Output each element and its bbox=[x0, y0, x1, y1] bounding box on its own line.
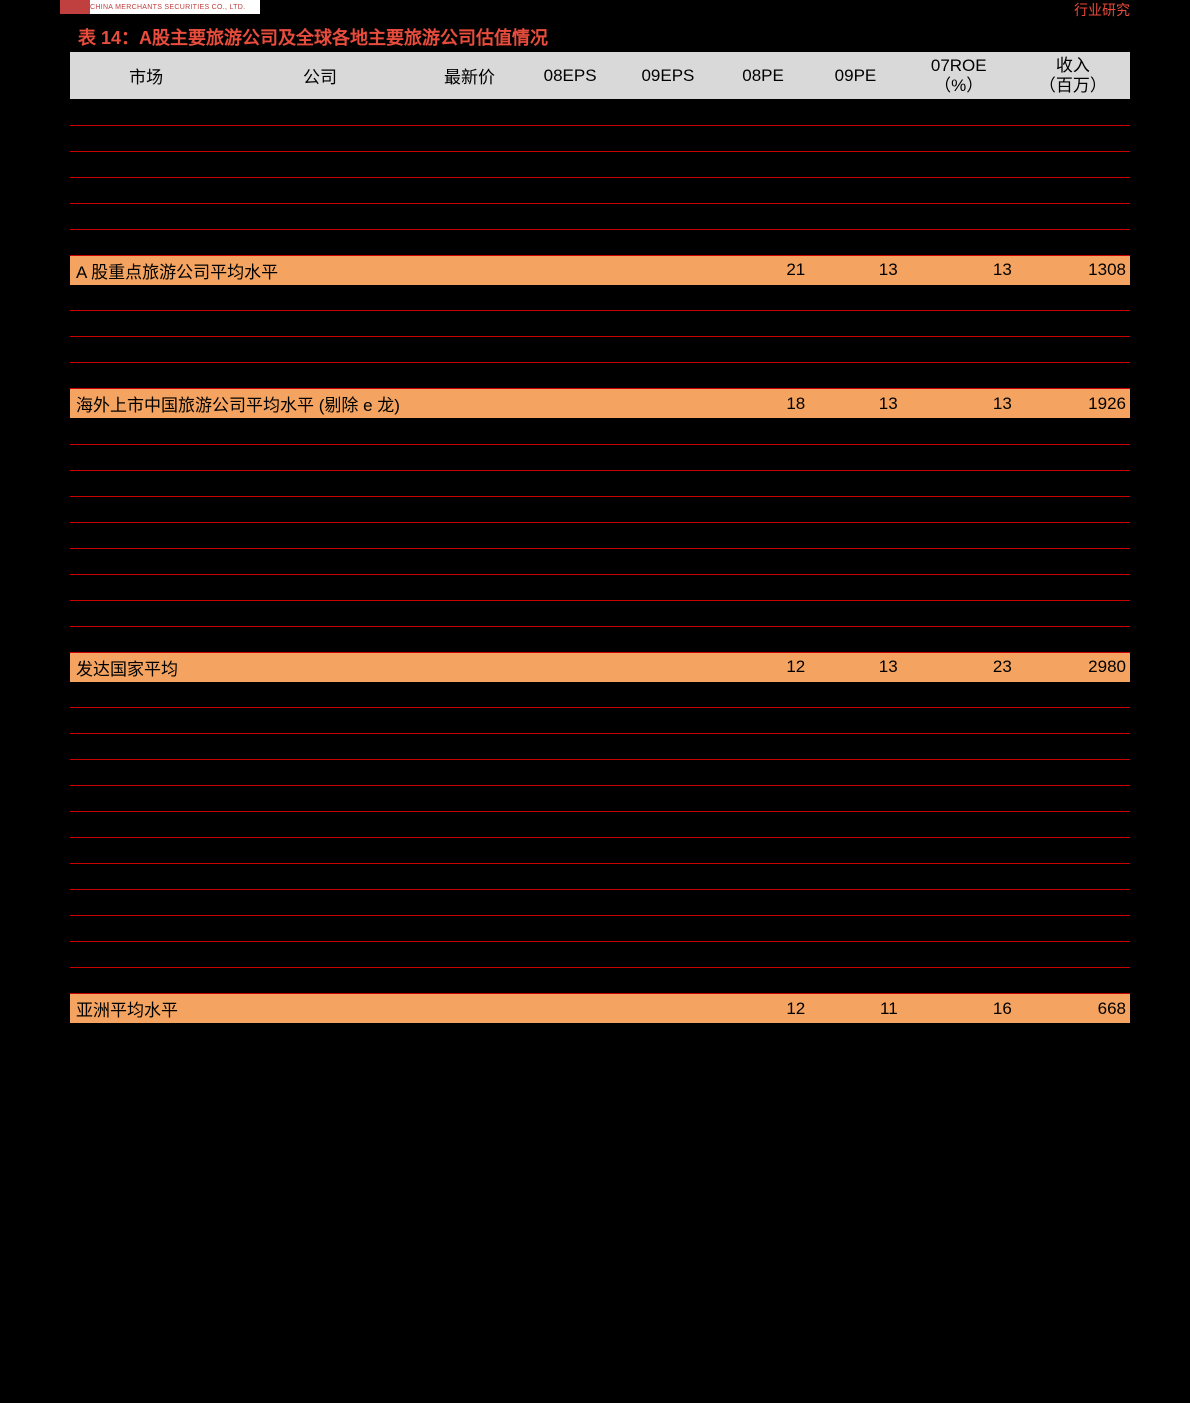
logo-subtitle: CHINA MERCHANTS SECURITIES CO., LTD. bbox=[90, 4, 245, 11]
header-band: CHINA MERCHANTS SECURITIES CO., LTD. 行业研… bbox=[0, 0, 1190, 18]
summary-value-pe08: 18 bbox=[717, 389, 809, 419]
table-row bbox=[70, 363, 1130, 389]
table-row bbox=[70, 229, 1130, 255]
summary-value-pe09: 13 bbox=[809, 652, 901, 682]
table-row bbox=[70, 600, 1130, 626]
table-row bbox=[70, 682, 1130, 708]
summary-value-pe09: 13 bbox=[809, 389, 901, 419]
table-row bbox=[70, 203, 1130, 229]
table-row bbox=[70, 444, 1130, 470]
summary-value-roe: 16 bbox=[902, 994, 1016, 1024]
summary-value-rev: 1926 bbox=[1016, 389, 1130, 419]
valuation-table: 市场 公司 最新价 08EPS 09EPS 08PE 09PE 07ROE （%… bbox=[70, 52, 1130, 1023]
table-row bbox=[70, 626, 1130, 652]
table-row bbox=[70, 574, 1130, 600]
col-eps09: 09EPS bbox=[619, 52, 717, 99]
table-row bbox=[70, 496, 1130, 522]
summary-label: A 股重点旅游公司平均水平 bbox=[70, 255, 717, 285]
table-row bbox=[70, 786, 1130, 812]
col-roe: 07ROE （%） bbox=[902, 52, 1016, 99]
table-row bbox=[70, 708, 1130, 734]
table-row bbox=[70, 99, 1130, 125]
company-logo: CHINA MERCHANTS SECURITIES CO., LTD. bbox=[60, 0, 260, 14]
table-row bbox=[70, 760, 1130, 786]
table-row bbox=[70, 177, 1130, 203]
doc-category: 行业研究 bbox=[1074, 0, 1130, 20]
summary-row: 海外上市中国旅游公司平均水平 (剔除 e 龙)1813131926 bbox=[70, 389, 1130, 419]
table-header-row: 市场 公司 最新价 08EPS 09EPS 08PE 09PE 07ROE （%… bbox=[70, 52, 1130, 99]
summary-value-pe08: 12 bbox=[717, 994, 809, 1024]
col-pe09: 09PE bbox=[809, 52, 901, 99]
table-row bbox=[70, 470, 1130, 496]
table-row bbox=[70, 890, 1130, 916]
table-row bbox=[70, 838, 1130, 864]
col-company: 公司 bbox=[222, 52, 418, 99]
table-row bbox=[70, 968, 1130, 994]
summary-value-roe: 23 bbox=[902, 652, 1016, 682]
summary-label: 亚洲平均水平 bbox=[70, 994, 717, 1024]
table-body: A 股重点旅游公司平均水平2113131308海外上市中国旅游公司平均水平 (剔… bbox=[70, 99, 1130, 1023]
summary-row: 发达国家平均1213232980 bbox=[70, 652, 1130, 682]
col-pe08: 08PE bbox=[717, 52, 809, 99]
col-price: 最新价 bbox=[418, 52, 521, 99]
table-row bbox=[70, 418, 1130, 444]
summary-value-rev: 1308 bbox=[1016, 255, 1130, 285]
table-row bbox=[70, 337, 1130, 363]
col-market: 市场 bbox=[70, 52, 222, 99]
table-row bbox=[70, 942, 1130, 968]
table-row bbox=[70, 285, 1130, 311]
summary-value-pe09: 13 bbox=[809, 255, 901, 285]
table-title: 表 14：A股主要旅游公司及全球各地主要旅游公司估值情况 bbox=[0, 18, 1190, 52]
summary-row: 亚洲平均水平121116668 bbox=[70, 994, 1130, 1024]
table-row bbox=[70, 812, 1130, 838]
table-row bbox=[70, 311, 1130, 337]
summary-label: 发达国家平均 bbox=[70, 652, 717, 682]
col-rev: 收入 （百万） bbox=[1016, 52, 1130, 99]
table-row bbox=[70, 125, 1130, 151]
document-page: CHINA MERCHANTS SECURITIES CO., LTD. 行业研… bbox=[0, 0, 1190, 1023]
summary-value-roe: 13 bbox=[902, 255, 1016, 285]
summary-value-pe09: 11 bbox=[809, 994, 901, 1024]
summary-label: 海外上市中国旅游公司平均水平 (剔除 e 龙) bbox=[70, 389, 717, 419]
table-row bbox=[70, 864, 1130, 890]
table-row bbox=[70, 151, 1130, 177]
summary-value-rev: 2980 bbox=[1016, 652, 1130, 682]
table-row bbox=[70, 548, 1130, 574]
table-row bbox=[70, 734, 1130, 760]
summary-value-pe08: 12 bbox=[717, 652, 809, 682]
table-row bbox=[70, 916, 1130, 942]
col-eps08: 08EPS bbox=[521, 52, 619, 99]
summary-value-pe08: 21 bbox=[717, 255, 809, 285]
summary-value-roe: 13 bbox=[902, 389, 1016, 419]
table-row bbox=[70, 522, 1130, 548]
summary-value-rev: 668 bbox=[1016, 994, 1130, 1024]
summary-row: A 股重点旅游公司平均水平2113131308 bbox=[70, 255, 1130, 285]
